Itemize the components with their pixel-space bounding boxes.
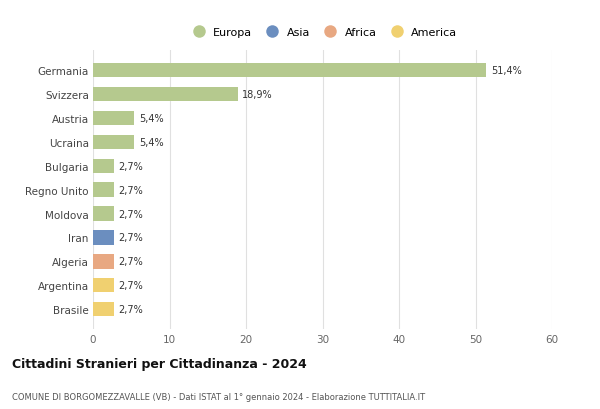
Text: Cittadini Stranieri per Cittadinanza - 2024: Cittadini Stranieri per Cittadinanza - 2… (12, 357, 307, 370)
Text: 18,9%: 18,9% (242, 90, 273, 100)
Bar (93, 112, 134, 126)
Text: 51,4%: 51,4% (491, 66, 521, 76)
Bar (93, 183, 113, 197)
Bar (93, 135, 134, 150)
Text: COMUNE DI BORGOMEZZAVALLE (VB) - Dati ISTAT al 1° gennaio 2024 - Elaborazione TU: COMUNE DI BORGOMEZZAVALLE (VB) - Dati IS… (12, 392, 425, 401)
Bar (93, 254, 113, 269)
Text: 5,4%: 5,4% (139, 137, 164, 148)
Bar (93, 302, 113, 317)
Bar (93, 231, 113, 245)
Legend: Europa, Asia, Africa, America: Europa, Asia, Africa, America (183, 23, 462, 42)
Text: 2,7%: 2,7% (118, 281, 143, 290)
Bar (93, 207, 113, 221)
Text: 2,7%: 2,7% (118, 185, 143, 195)
Text: 2,7%: 2,7% (118, 161, 143, 171)
Bar (93, 159, 113, 173)
Text: 2,7%: 2,7% (118, 209, 143, 219)
Bar (93, 64, 486, 78)
Bar (93, 279, 113, 293)
Text: 2,7%: 2,7% (118, 304, 143, 315)
Text: 5,4%: 5,4% (139, 114, 164, 124)
Text: 2,7%: 2,7% (118, 233, 143, 243)
Text: 2,7%: 2,7% (118, 257, 143, 267)
Bar (93, 88, 238, 102)
